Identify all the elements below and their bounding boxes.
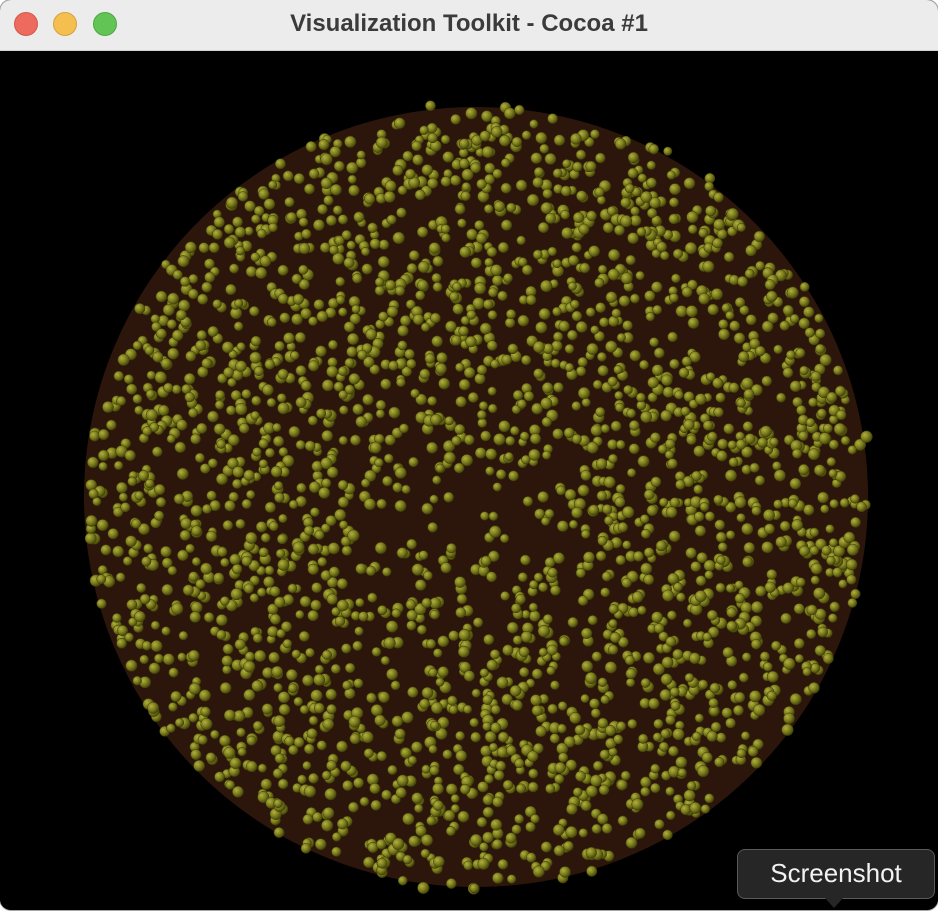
particle-cloud — [84, 100, 873, 895]
close-button[interactable] — [14, 12, 38, 36]
render-viewport[interactable] — [0, 51, 938, 910]
particle-sphere-render — [84, 100, 873, 895]
window-title: Visualization Toolkit - Cocoa #1 — [290, 10, 648, 37]
screenshot-tooltip: Screenshot — [737, 849, 935, 899]
zoom-button[interactable] — [93, 12, 117, 36]
tooltip-pointer — [825, 898, 843, 908]
minimize-button[interactable] — [53, 12, 77, 36]
title-bar[interactable]: Visualization Toolkit - Cocoa #1 — [0, 0, 938, 51]
